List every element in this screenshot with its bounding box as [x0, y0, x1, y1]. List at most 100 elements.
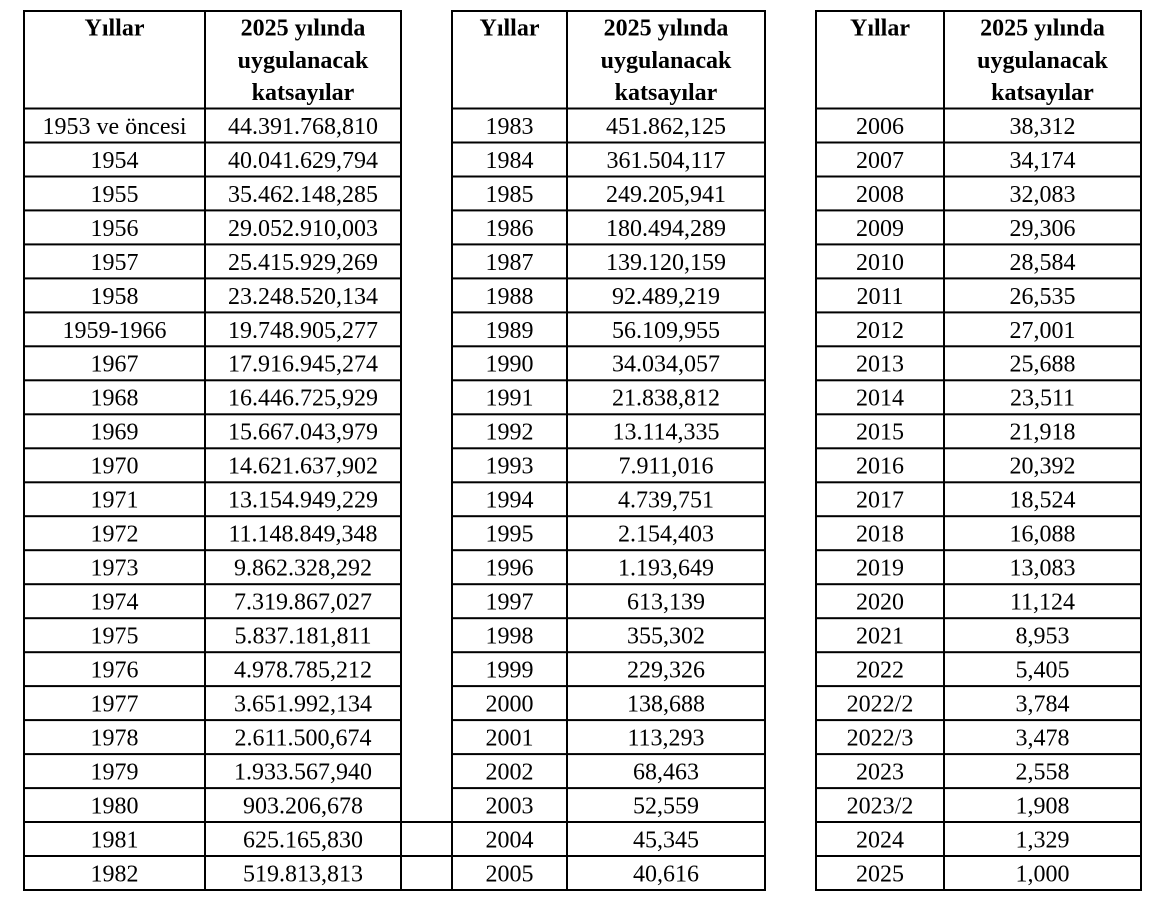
svg-text:4.978.785,212: 4.978.785,212 — [234, 658, 372, 684]
svg-text:2025 yılında: 2025 yılında — [980, 16, 1105, 42]
svg-text:2024: 2024 — [856, 827, 904, 853]
svg-text:1995: 1995 — [486, 522, 534, 548]
svg-text:1967: 1967 — [91, 352, 139, 378]
svg-text:21,918: 21,918 — [1010, 420, 1076, 446]
svg-text:2013: 2013 — [856, 352, 904, 378]
svg-text:1.193,649: 1.193,649 — [618, 556, 714, 582]
svg-text:361.504,117: 361.504,117 — [606, 148, 725, 174]
svg-text:2000: 2000 — [486, 692, 534, 718]
svg-text:Yıllar: Yıllar — [850, 16, 910, 42]
svg-text:1970: 1970 — [91, 454, 139, 480]
svg-text:2008: 2008 — [856, 182, 904, 208]
svg-text:1976: 1976 — [91, 658, 139, 684]
svg-text:1993: 1993 — [486, 454, 534, 480]
svg-text:2014: 2014 — [856, 386, 904, 412]
svg-text:2015: 2015 — [856, 420, 904, 446]
svg-text:1991: 1991 — [486, 386, 534, 412]
svg-text:9.862.328,292: 9.862.328,292 — [234, 556, 372, 582]
svg-text:2002: 2002 — [486, 760, 534, 786]
svg-text:11,124: 11,124 — [1010, 590, 1075, 616]
svg-text:1981: 1981 — [91, 827, 139, 853]
svg-text:2025 yılında: 2025 yılında — [241, 16, 366, 42]
svg-text:2.611.500,674: 2.611.500,674 — [234, 726, 371, 752]
svg-text:45,345: 45,345 — [633, 827, 699, 853]
svg-text:38,312: 38,312 — [1010, 114, 1076, 140]
svg-text:23.248.520,134: 23.248.520,134 — [228, 284, 378, 310]
svg-text:2018: 2018 — [856, 522, 904, 548]
svg-text:34,174: 34,174 — [1010, 148, 1076, 174]
svg-text:1969: 1969 — [91, 420, 139, 446]
svg-text:2019: 2019 — [856, 556, 904, 582]
svg-text:katsayılar: katsayılar — [252, 80, 355, 106]
svg-text:2006: 2006 — [856, 114, 904, 140]
svg-text:29,306: 29,306 — [1010, 216, 1076, 242]
svg-text:13.154.949,229: 13.154.949,229 — [228, 488, 378, 514]
svg-text:40.041.629,794: 40.041.629,794 — [228, 148, 378, 174]
svg-text:1980: 1980 — [91, 794, 139, 820]
svg-text:11.148.849,348: 11.148.849,348 — [228, 522, 377, 548]
svg-text:2022/2: 2022/2 — [847, 692, 914, 718]
svg-text:613,139: 613,139 — [627, 590, 705, 616]
svg-text:40,616: 40,616 — [633, 861, 699, 887]
svg-text:7.911,016: 7.911,016 — [618, 454, 713, 480]
svg-text:2010: 2010 — [856, 250, 904, 276]
svg-text:32,083: 32,083 — [1010, 182, 1076, 208]
svg-text:451.862,125: 451.862,125 — [606, 114, 726, 140]
svg-text:44.391.768,810: 44.391.768,810 — [228, 114, 378, 140]
svg-text:1968: 1968 — [91, 386, 139, 412]
svg-text:1983: 1983 — [486, 114, 534, 140]
svg-text:1994: 1994 — [486, 488, 534, 514]
svg-text:3,478: 3,478 — [1016, 726, 1070, 752]
svg-text:1.933.567,940: 1.933.567,940 — [234, 760, 372, 786]
svg-text:1953 ve öncesi: 1953 ve öncesi — [43, 114, 187, 140]
svg-text:1958: 1958 — [91, 284, 139, 310]
svg-text:21.838,812: 21.838,812 — [612, 386, 720, 412]
svg-text:2021: 2021 — [856, 624, 904, 650]
svg-text:1973: 1973 — [91, 556, 139, 582]
svg-text:1986: 1986 — [486, 216, 534, 242]
svg-text:1,908: 1,908 — [1016, 794, 1070, 820]
svg-text:25.415.929,269: 25.415.929,269 — [228, 250, 378, 276]
svg-text:1977: 1977 — [91, 692, 139, 718]
svg-text:1997: 1997 — [486, 590, 534, 616]
svg-text:519.813,813: 519.813,813 — [243, 861, 363, 887]
svg-text:2007: 2007 — [856, 148, 904, 174]
svg-text:28,584: 28,584 — [1010, 250, 1076, 276]
svg-text:16.446.725,929: 16.446.725,929 — [228, 386, 378, 412]
svg-text:138,688: 138,688 — [627, 692, 705, 718]
svg-text:2017: 2017 — [856, 488, 904, 514]
svg-text:2004: 2004 — [486, 827, 534, 853]
svg-text:3.651.992,134: 3.651.992,134 — [234, 692, 372, 718]
svg-text:1989: 1989 — [486, 318, 534, 344]
svg-text:35.462.148,285: 35.462.148,285 — [228, 182, 378, 208]
svg-text:Yıllar: Yıllar — [85, 16, 145, 42]
svg-text:5.837.181,811: 5.837.181,811 — [234, 624, 371, 650]
svg-text:8,953: 8,953 — [1016, 624, 1070, 650]
svg-text:355,302: 355,302 — [627, 624, 705, 650]
svg-text:68,463: 68,463 — [633, 760, 699, 786]
svg-text:1996: 1996 — [486, 556, 534, 582]
svg-text:2001: 2001 — [486, 726, 534, 752]
svg-text:92.489,219: 92.489,219 — [612, 284, 720, 310]
svg-text:56.109,955: 56.109,955 — [612, 318, 720, 344]
svg-text:249.205,941: 249.205,941 — [606, 182, 726, 208]
svg-text:1975: 1975 — [91, 624, 139, 650]
svg-text:25,688: 25,688 — [1010, 352, 1076, 378]
svg-text:1957: 1957 — [91, 250, 139, 276]
svg-text:2005: 2005 — [486, 861, 534, 887]
svg-text:20,392: 20,392 — [1010, 454, 1076, 480]
svg-text:katsayılar: katsayılar — [991, 80, 1094, 106]
svg-text:2023: 2023 — [856, 760, 904, 786]
svg-text:2025 yılında: 2025 yılında — [604, 16, 729, 42]
svg-text:3,784: 3,784 — [1016, 692, 1070, 718]
svg-text:1987: 1987 — [486, 250, 534, 276]
svg-text:229,326: 229,326 — [627, 658, 705, 684]
svg-text:29.052.910,003: 29.052.910,003 — [228, 216, 378, 242]
svg-text:52,559: 52,559 — [633, 794, 699, 820]
svg-text:17.916.945,274: 17.916.945,274 — [228, 352, 378, 378]
svg-text:1956: 1956 — [91, 216, 139, 242]
svg-text:16,088: 16,088 — [1010, 522, 1076, 548]
svg-text:26,535: 26,535 — [1010, 284, 1076, 310]
svg-text:27,001: 27,001 — [1010, 318, 1076, 344]
svg-text:4.739,751: 4.739,751 — [618, 488, 714, 514]
